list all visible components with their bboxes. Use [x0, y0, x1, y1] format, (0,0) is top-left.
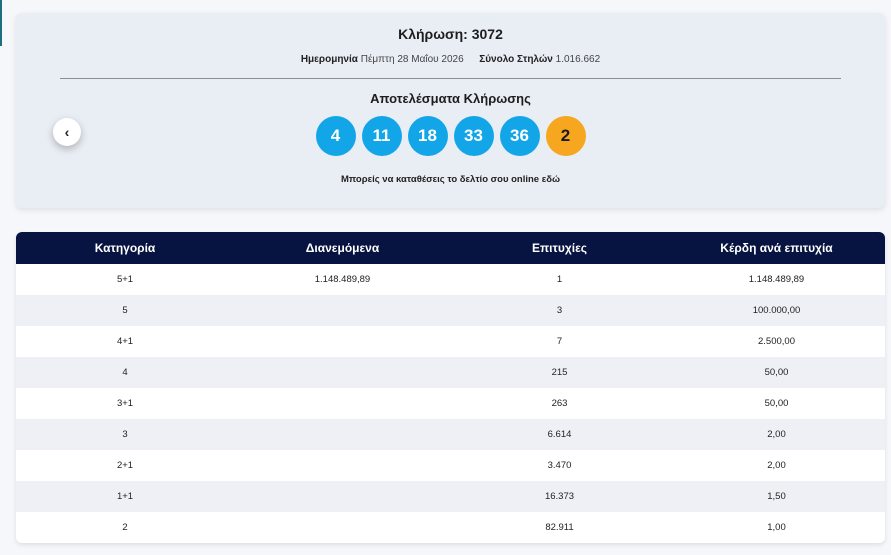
date-value: Πέμπτη 28 Μαΐου 2026 [360, 54, 464, 65]
cell-winners: 7 [556, 336, 563, 347]
winning-numbers: 4 11 18 33 36 2 [16, 116, 885, 156]
cell-prize: 100.000,00 [752, 305, 801, 316]
cell-winners: 1 [556, 274, 563, 285]
cell-prize: 1,50 [767, 491, 786, 502]
number-ball: 36 [499, 116, 540, 156]
cell-winners: 82.911 [545, 522, 574, 533]
table-row: 2+1 3.470 2,00 [16, 450, 885, 481]
cell-category: 1+1 [116, 491, 134, 502]
cell-category: 5+1 [116, 274, 134, 285]
table-header: Κατηγορία Διανεμόμενα Επιτυχίες Κέρδη αν… [16, 232, 885, 264]
columns-label: Σύνολο Στηλών [479, 54, 553, 65]
cell-category: 3+1 [116, 398, 134, 409]
cell-category: 2+1 [116, 460, 134, 471]
draw-meta: Ημερομηνία Πέμπτη 28 Μαΐου 2026 Σύνολο Σ… [16, 54, 885, 65]
cell-winners: 215 [551, 367, 568, 378]
draw-info-card: Κλήρωση: 3072 Ημερομηνία Πέμπτη 28 Μαΐου… [16, 13, 885, 208]
table-body: 5+1 1.148.489,89 1 1.148.489,89 5 3 100.… [16, 264, 885, 543]
cell-category: 5 [122, 305, 128, 316]
cell-prize: 1.148.489,89 [748, 274, 805, 285]
cell-prize: 2,00 [767, 429, 786, 440]
previous-draw-button[interactable]: ‹ [53, 118, 81, 146]
table-row: 3+1 263 50,00 [16, 388, 885, 419]
online-submit-link[interactable]: Μπορείς να καταθέσεις το δελτίο σου onli… [340, 174, 561, 185]
date-label: Ημερομηνία [300, 54, 358, 65]
table-row: 5 3 100.000,00 [16, 295, 885, 326]
chevron-left-icon: ‹ [64, 124, 70, 140]
divider [60, 78, 841, 79]
cell-category: 4+1 [116, 336, 134, 347]
number-ball: 4 [315, 116, 356, 156]
header-category: Κατηγορία [94, 241, 156, 255]
results-title: Αποτελέσματα Κλήρωσης [370, 91, 531, 106]
draw-title: Κλήρωση: 3072 [398, 26, 503, 42]
cell-prize: 2,00 [767, 460, 786, 471]
cell-winners: 3.470 [547, 460, 572, 471]
cell-winners: 263 [551, 398, 568, 409]
table-row: 4+1 7 2.500,00 [16, 326, 885, 357]
number-ball: 11 [361, 116, 402, 156]
table-row: 3 6.614 2,00 [16, 419, 885, 450]
cell-winners: 3 [556, 305, 563, 316]
cell-category: 2 [122, 522, 128, 533]
header-winners: Επιτυχίες [531, 241, 588, 255]
table-row: 5+1 1.148.489,89 1 1.148.489,89 [16, 264, 885, 295]
cell-winners: 16.373 [544, 491, 575, 502]
number-ball: 33 [453, 116, 494, 156]
cell-distributed: 1.148.489,89 [314, 274, 371, 285]
table-row: 2 82.911 1,00 [16, 512, 885, 543]
cell-prize: 50,00 [764, 398, 789, 409]
joker-ball: 2 [545, 116, 586, 156]
cell-prize: 1,00 [767, 522, 786, 533]
left-accent-bar [0, 0, 2, 46]
cell-prize: 50,00 [764, 367, 789, 378]
header-prize-per-winner: Κέρδη ανά επιτυχία [720, 241, 833, 255]
cell-category: 4 [122, 367, 128, 378]
columns-value: 1.016.662 [555, 54, 601, 65]
cell-category: 3 [122, 429, 128, 440]
prize-table: Κατηγορία Διανεμόμενα Επιτυχίες Κέρδη αν… [16, 232, 885, 543]
header-distributed: Διανεμόμενα [305, 241, 380, 255]
number-ball: 18 [407, 116, 448, 156]
cell-prize: 2.500,00 [758, 336, 795, 347]
table-row: 4 215 50,00 [16, 357, 885, 388]
cell-winners: 6.614 [547, 429, 572, 440]
table-row: 1+1 16.373 1,50 [16, 481, 885, 512]
